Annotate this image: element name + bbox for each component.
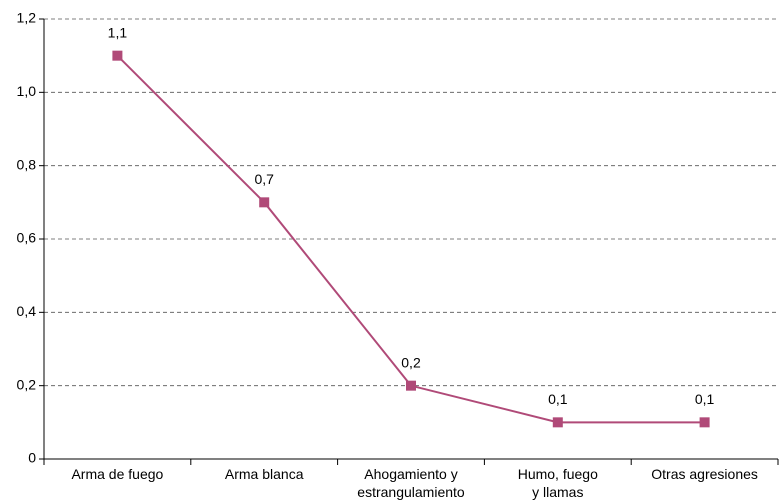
- y-tick-label: 0: [28, 450, 36, 466]
- data-label: 0,1: [695, 391, 715, 407]
- x-tick-label: Ahogamiento y estrangulamiento: [357, 466, 465, 500]
- x-tick-label: Otras agresiones: [651, 466, 758, 482]
- y-tick-label: 0,2: [17, 376, 37, 392]
- marker: [406, 380, 416, 391]
- data-label: 0,7: [254, 171, 274, 187]
- y-tick-label: 0,4: [17, 303, 37, 319]
- marker: [699, 417, 710, 428]
- data-label: 0,2: [401, 354, 421, 370]
- x-tick-label: Humo, fuego y llamas: [518, 466, 598, 500]
- marker: [259, 197, 270, 208]
- data-label: 1,1: [108, 24, 128, 40]
- marker: [552, 417, 563, 428]
- x-tick-label: Arma blanca: [225, 466, 304, 482]
- y-tick-label: 1,2: [17, 10, 37, 26]
- y-tick-label: 0,8: [17, 156, 37, 172]
- y-tick-label: 0,6: [17, 230, 37, 246]
- marker: [112, 50, 123, 61]
- data-label: 0,1: [548, 391, 568, 407]
- y-tick-label: 1,0: [17, 83, 37, 99]
- x-tick-label: Arma de fuego: [71, 466, 163, 482]
